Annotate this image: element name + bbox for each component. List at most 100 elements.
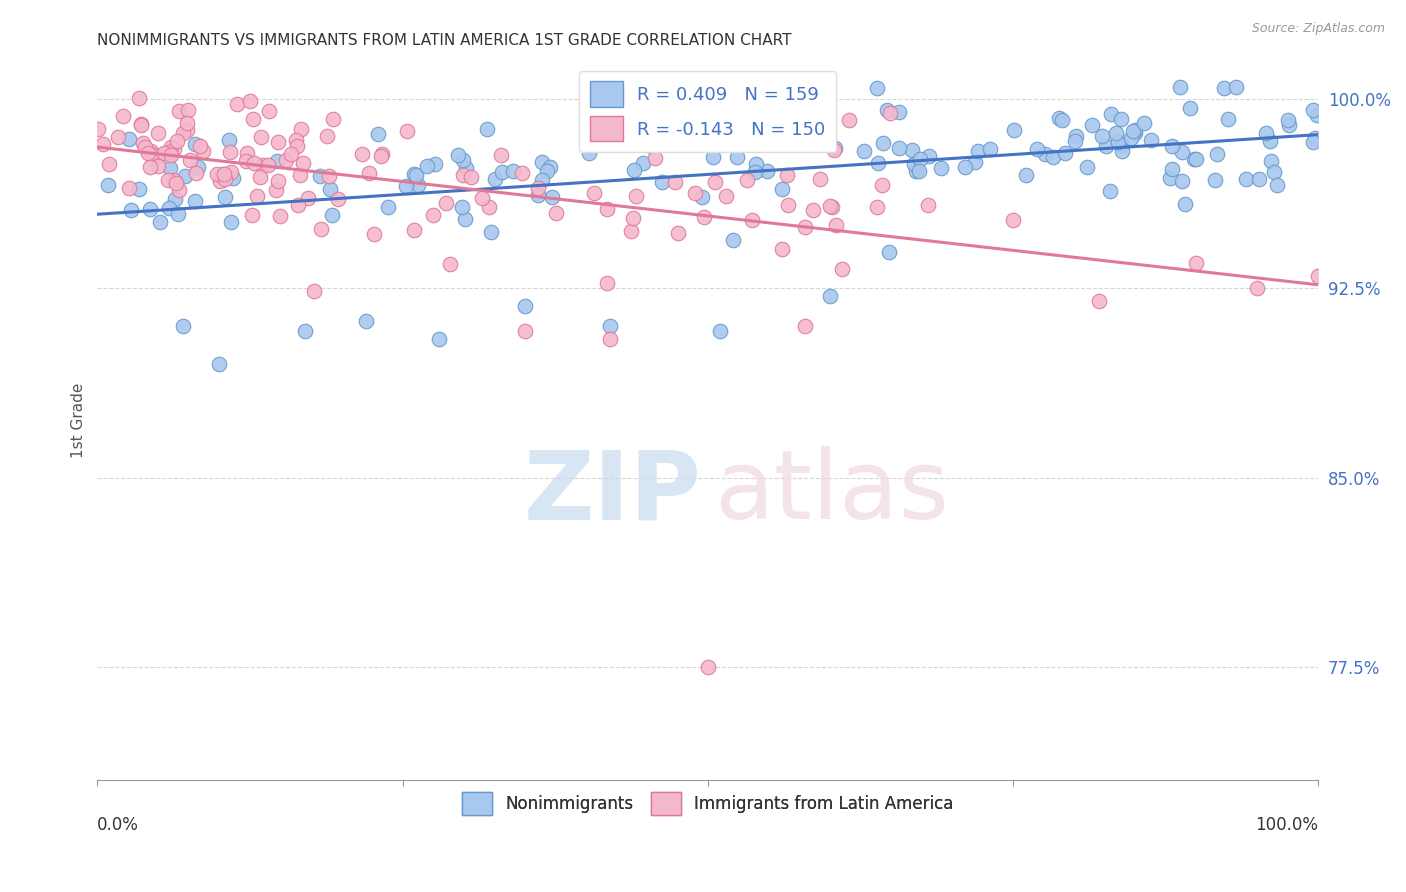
Point bbox=[350, 146, 373, 161]
Point bbox=[326, 192, 349, 206]
Point bbox=[408, 178, 430, 192]
Point bbox=[1171, 174, 1194, 188]
Text: atlas: atlas bbox=[714, 446, 949, 539]
Point bbox=[91, 136, 114, 151]
Point bbox=[434, 196, 457, 211]
Point bbox=[540, 189, 562, 203]
Point bbox=[118, 132, 141, 146]
Point bbox=[402, 167, 425, 181]
Point bbox=[141, 147, 163, 161]
Point bbox=[794, 319, 817, 334]
Point bbox=[131, 118, 153, 132]
Point bbox=[405, 168, 427, 182]
Point bbox=[789, 107, 811, 121]
Point bbox=[157, 202, 180, 216]
Point bbox=[184, 194, 207, 208]
Point bbox=[866, 200, 889, 214]
Point bbox=[1123, 123, 1146, 137]
Point bbox=[770, 242, 793, 256]
Point bbox=[285, 133, 308, 147]
Point bbox=[159, 161, 181, 176]
Point bbox=[396, 124, 419, 138]
Point bbox=[866, 156, 889, 170]
Point bbox=[166, 207, 188, 221]
Point bbox=[250, 130, 273, 145]
Point bbox=[502, 164, 524, 178]
Point bbox=[97, 156, 120, 170]
Point bbox=[489, 148, 512, 162]
Point bbox=[491, 165, 513, 179]
Point bbox=[264, 182, 287, 196]
Text: 100.0%: 100.0% bbox=[1256, 816, 1319, 834]
Point bbox=[309, 222, 332, 236]
Point bbox=[1170, 145, 1192, 160]
Point bbox=[513, 324, 536, 338]
Point bbox=[1204, 173, 1226, 187]
Point bbox=[1095, 139, 1118, 153]
Point bbox=[225, 97, 247, 112]
Point bbox=[1064, 134, 1087, 148]
Point bbox=[395, 179, 418, 194]
Point bbox=[953, 160, 976, 174]
Point bbox=[794, 219, 817, 234]
Point bbox=[721, 233, 744, 247]
Point bbox=[838, 112, 860, 127]
Point bbox=[205, 167, 228, 181]
Point bbox=[214, 190, 236, 204]
Point bbox=[1091, 128, 1114, 143]
Point bbox=[267, 135, 290, 149]
Point bbox=[451, 200, 474, 214]
Point bbox=[249, 170, 271, 185]
Point bbox=[901, 143, 924, 157]
Point bbox=[252, 158, 274, 172]
Point bbox=[1306, 108, 1329, 122]
Point bbox=[1080, 118, 1102, 132]
Point bbox=[377, 200, 399, 214]
Point bbox=[1105, 126, 1128, 140]
Point bbox=[623, 211, 645, 226]
Point bbox=[274, 153, 297, 167]
Point bbox=[236, 145, 259, 160]
Point bbox=[704, 175, 727, 189]
Point bbox=[1107, 136, 1129, 150]
Point bbox=[269, 209, 291, 223]
Point bbox=[304, 284, 326, 298]
Point bbox=[1139, 133, 1161, 147]
Point bbox=[297, 192, 319, 206]
Point bbox=[709, 324, 731, 338]
Point bbox=[1260, 153, 1282, 168]
Point bbox=[651, 175, 673, 189]
Point bbox=[1042, 150, 1064, 164]
Point bbox=[596, 202, 619, 216]
Point bbox=[357, 166, 380, 180]
Point bbox=[221, 171, 243, 186]
Point bbox=[776, 168, 799, 182]
Point bbox=[1302, 135, 1324, 149]
Point bbox=[908, 153, 931, 167]
Point bbox=[815, 129, 838, 144]
Text: ZIP: ZIP bbox=[524, 446, 702, 539]
Point bbox=[107, 130, 129, 145]
Point bbox=[1246, 281, 1268, 295]
Point bbox=[416, 159, 439, 173]
Point bbox=[872, 178, 894, 192]
Point bbox=[208, 357, 231, 371]
Point bbox=[1161, 138, 1184, 153]
Point bbox=[917, 198, 939, 212]
Point bbox=[1277, 113, 1299, 128]
Point bbox=[824, 218, 846, 232]
Point bbox=[887, 104, 910, 119]
Point bbox=[183, 137, 205, 152]
Point bbox=[536, 164, 558, 178]
Point bbox=[672, 116, 695, 130]
Point bbox=[219, 214, 242, 228]
Point bbox=[423, 157, 446, 171]
Point bbox=[1015, 168, 1038, 182]
Point bbox=[1263, 165, 1285, 179]
Point bbox=[87, 121, 110, 136]
Point bbox=[527, 187, 550, 202]
Point bbox=[872, 136, 894, 150]
Point bbox=[1265, 178, 1288, 193]
Point bbox=[1050, 113, 1073, 128]
Point bbox=[714, 189, 737, 203]
